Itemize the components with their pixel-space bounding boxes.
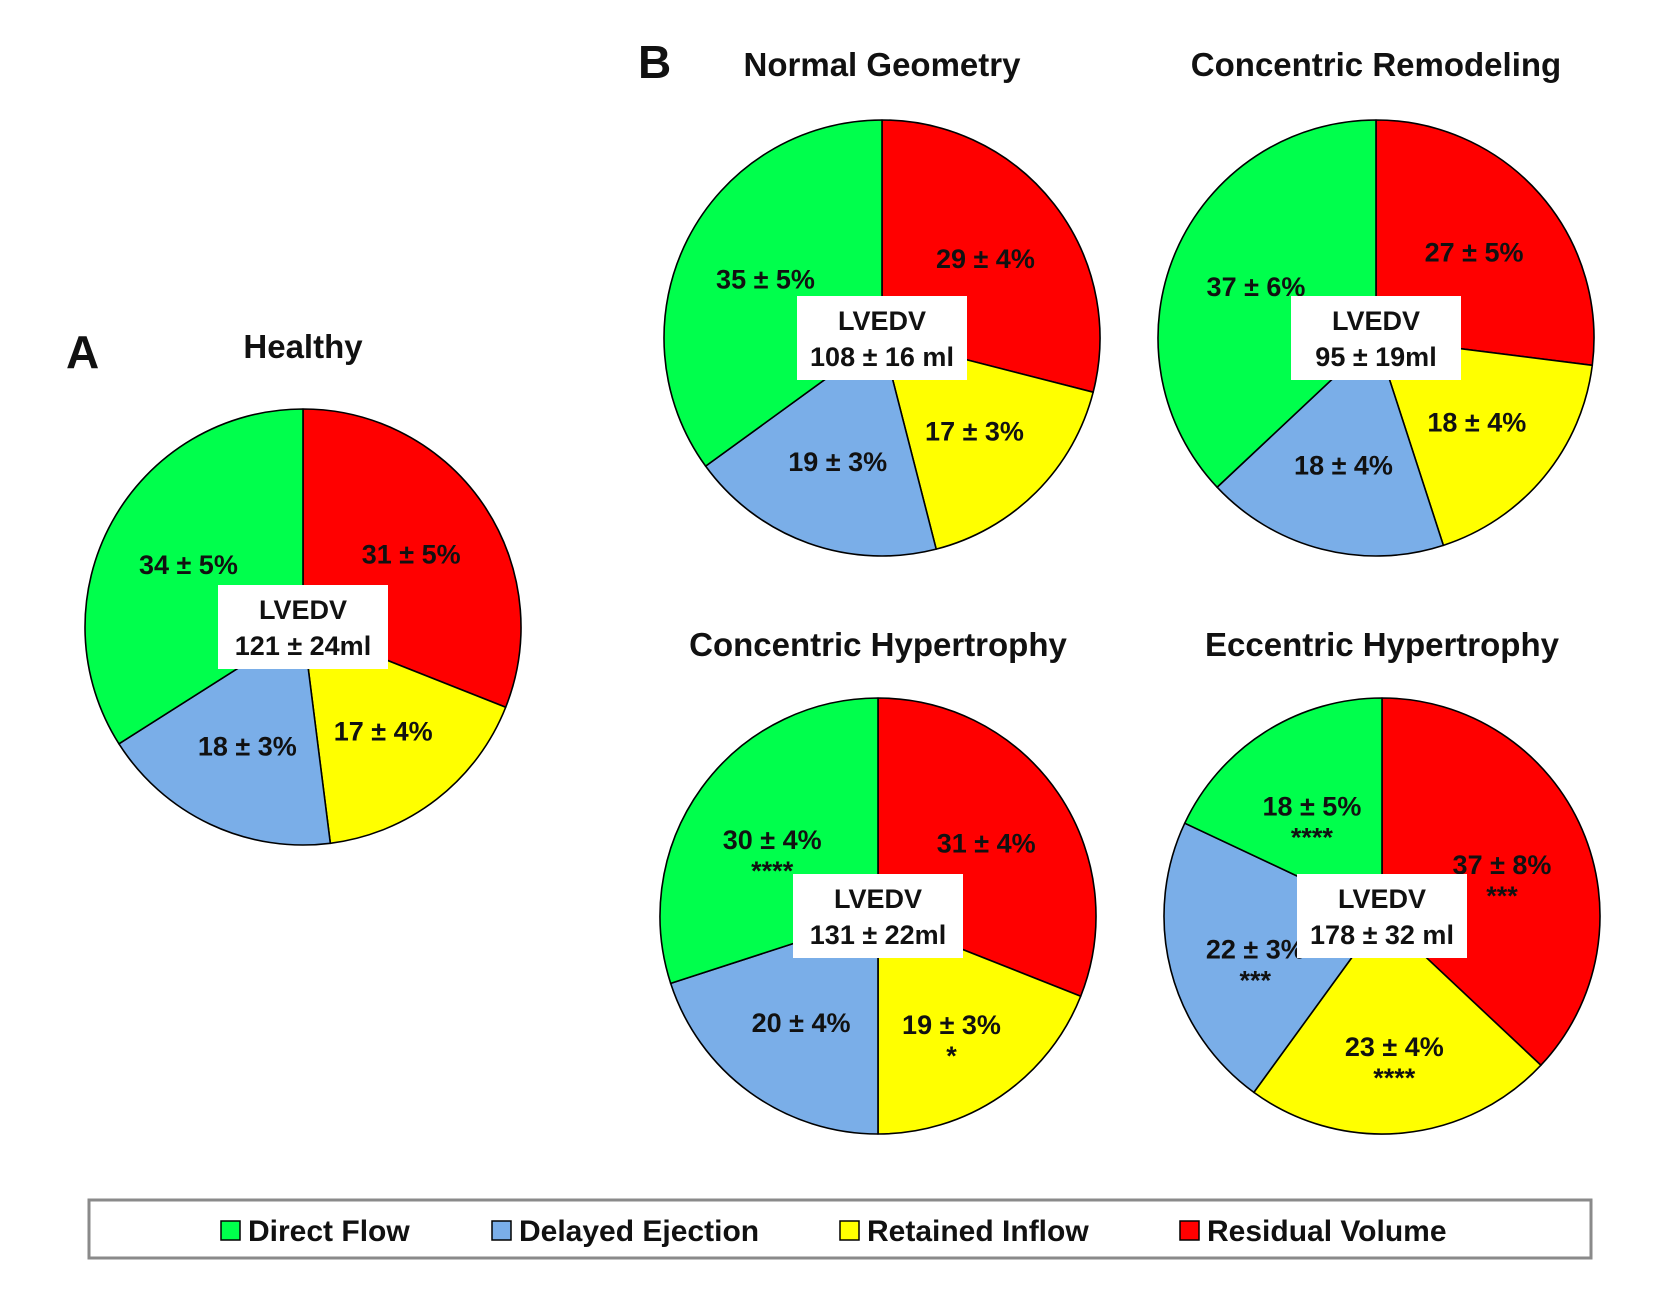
legend-swatch-retained-inflow [839,1220,860,1241]
pie-slice-retained-inflow-eccentric-hypertrophy [1253,915,1542,1135]
legend-swatch-residual-volume [1179,1220,1200,1241]
pie-slice-delayed-ejection-normal-geometry [704,337,938,557]
slice-label-retained-inflow-eccentric-hypertrophy: 23 ± 4% [1345,1032,1444,1062]
center-heading-healthy: LVEDV [259,595,347,625]
center-box-eccentric-hypertrophy [1297,874,1467,958]
legend-swatch-direct-flow [220,1220,241,1241]
center-heading-concentric-hypertrophy: LVEDV [834,884,922,914]
slice-label-direct-flow-normal-geometry: 35 ± 5% [716,265,815,295]
slice-label-residual-volume-eccentric-hypertrophy: 37 ± 8% [1453,850,1552,880]
slice-significance-residual-volume-eccentric-hypertrophy: *** [1486,881,1518,911]
slice-significance-delayed-ejection-eccentric-hypertrophy: *** [1240,966,1272,996]
pie-slice-delayed-ejection-healthy [118,626,332,846]
legend-label-retained-inflow: Retained Inflow [867,1215,1089,1248]
center-heading-normal-geometry: LVEDV [838,306,926,336]
pie-slice-delayed-ejection-concentric-remodeling [1216,337,1445,557]
slice-significance-retained-inflow-eccentric-hypertrophy: **** [1373,1063,1416,1093]
pie-slice-residual-volume-eccentric-hypertrophy [1381,697,1601,1067]
slice-label-residual-volume-concentric-remodeling: 27 ± 5% [1425,238,1524,268]
pie-slice-direct-flow-normal-geometry [663,119,883,467]
center-value-concentric-hypertrophy: 131 ± 22ml [810,920,946,950]
pie-slice-direct-flow-concentric-remodeling [1157,119,1377,489]
slice-label-retained-inflow-healthy: 17 ± 4% [334,716,433,746]
center-value-normal-geometry: 108 ± 16 ml [810,342,954,372]
pie-slice-retained-inflow-concentric-hypertrophy [877,915,1082,1135]
legend-label-delayed-ejection: Delayed Ejection [519,1215,759,1248]
slice-label-delayed-ejection-concentric-remodeling: 18 ± 4% [1294,451,1393,481]
pie-slice-retained-inflow-concentric-remodeling [1375,337,1594,547]
center-box-normal-geometry [797,296,967,380]
slice-significance-retained-inflow-concentric-hypertrophy: * [946,1041,957,1071]
center-value-eccentric-hypertrophy: 178 ± 32 ml [1310,920,1454,950]
center-box-healthy [218,585,388,669]
legend: Direct Flow Delayed Ejection Retained Infl… [87,1198,1593,1260]
center-box-concentric-hypertrophy [793,874,963,958]
pie-chart-normal-geometry: Normal Geometry 29 ± 4% 17 ± 3% 19 ± 3% 35 ±… [663,46,1101,557]
slice-label-direct-flow-healthy: 34 ± 5% [139,550,238,580]
pie-chart-healthy: Healthy 31 ± 5% 17 ± 4% 18 ± 3% 34 ± 5% LVEDV… [84,328,522,846]
panel-letters: A B [66,36,671,378]
center-value-healthy: 121 ± 24ml [235,631,371,661]
center-heading-concentric-remodeling: LVEDV [1332,306,1420,336]
slice-significance-direct-flow-concentric-hypertrophy: **** [751,856,794,886]
slice-significance-direct-flow-eccentric-hypertrophy: **** [1291,823,1334,853]
center-box-concentric-remodeling [1291,296,1461,380]
slice-label-retained-inflow-concentric-remodeling: 18 ± 4% [1427,407,1526,437]
slice-label-delayed-ejection-normal-geometry: 19 ± 3% [788,447,887,477]
pie-chart-concentric-remodeling: Concentric Remodeling 27 ± 5% 18 ± 4% 18 ± … [1157,46,1595,557]
slice-label-residual-volume-healthy: 31 ± 5% [362,540,461,570]
legend-swatch-delayed-ejection [491,1220,512,1241]
pie-chart-concentric-hypertrophy: Concentric Hypertrophy 31 ± 4% 19 ± 3%* 20 … [659,626,1097,1135]
pie-slice-direct-flow-eccentric-hypertrophy [1183,697,1383,917]
slice-label-residual-volume-concentric-hypertrophy: 31 ± 4% [937,829,1036,859]
slice-label-delayed-ejection-healthy: 18 ± 3% [198,731,297,761]
chart-title-healthy: Healthy [243,328,363,365]
slice-label-direct-flow-concentric-hypertrophy: 30 ± 4% [723,825,822,855]
slice-label-retained-inflow-normal-geometry: 17 ± 3% [925,417,1024,447]
pie-slice-delayed-ejection-concentric-hypertrophy [669,915,879,1135]
center-heading-eccentric-hypertrophy: LVEDV [1338,884,1426,914]
pie-charts: Healthy 31 ± 5% 17 ± 4% 18 ± 3% 34 ± 5% LVEDV… [84,46,1601,1135]
slice-label-residual-volume-normal-geometry: 29 ± 4% [936,244,1035,274]
slice-label-delayed-ejection-concentric-hypertrophy: 20 ± 4% [752,1008,851,1038]
slice-label-retained-inflow-concentric-hypertrophy: 19 ± 3% [902,1010,1001,1040]
legend-label-direct-flow: Direct Flow [248,1215,410,1248]
chart-title-concentric-remodeling: Concentric Remodeling [1191,46,1561,83]
chart-title-eccentric-hypertrophy: Eccentric Hypertrophy [1205,626,1560,663]
panel-label-a: A [66,326,99,378]
panel-label-b: B [638,36,671,88]
slice-label-direct-flow-concentric-remodeling: 37 ± 6% [1207,272,1306,302]
slice-label-delayed-ejection-eccentric-hypertrophy: 22 ± 3% [1206,935,1305,965]
pie-slice-retained-inflow-normal-geometry [881,337,1094,550]
chart-title-concentric-hypertrophy: Concentric Hypertrophy [689,626,1067,663]
slice-label-direct-flow-eccentric-hypertrophy: 18 ± 5% [1262,792,1361,822]
chart-title-normal-geometry: Normal Geometry [744,46,1022,83]
center-value-concentric-remodeling: 95 ± 19ml [1315,342,1436,372]
pie-slice-retained-inflow-healthy [302,626,507,845]
legend-label-residual-volume: Residual Volume [1207,1215,1447,1248]
